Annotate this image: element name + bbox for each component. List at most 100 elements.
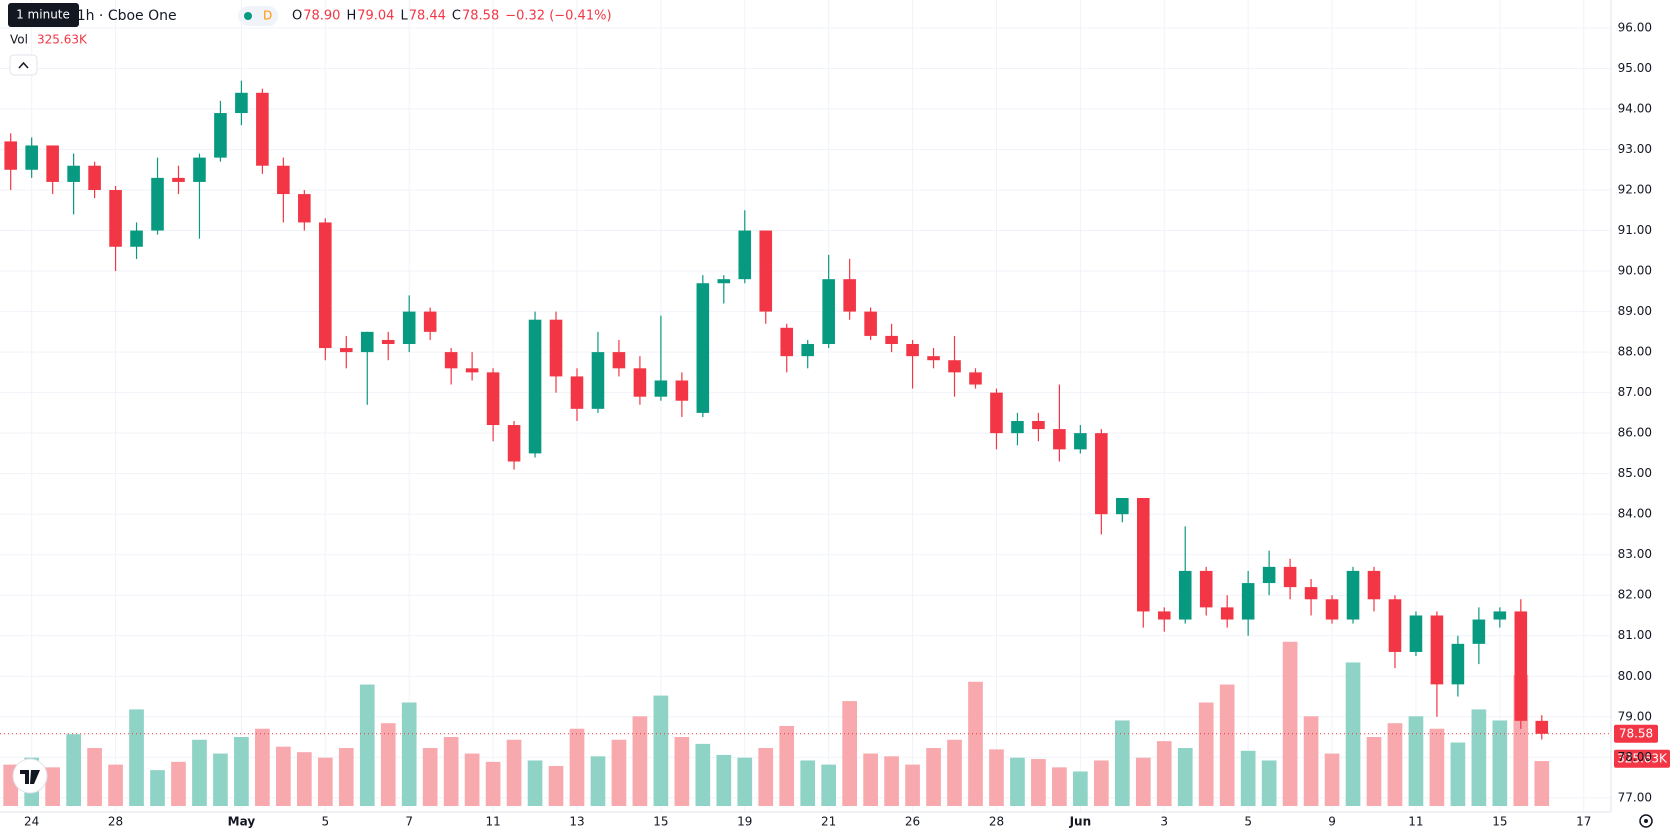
volume-bar (968, 681, 983, 806)
volume-bar (317, 757, 333, 806)
volume-bar (926, 748, 941, 806)
candle-body (1367, 570, 1381, 600)
x-tick-label: 11 (485, 815, 500, 829)
candle-body (864, 311, 877, 336)
logo[interactable] (12, 758, 48, 794)
tooltip (8, 3, 79, 27)
status-pill[interactable] (238, 6, 278, 26)
volume-bar (1010, 757, 1025, 806)
volume-bar (800, 760, 816, 806)
candle-body (633, 368, 647, 397)
delayed-badge: D (263, 9, 272, 23)
volume-bar (255, 728, 270, 806)
legend-key: C (452, 9, 461, 24)
y-tick-label: 96.00 (1618, 20, 1652, 34)
legend-value: 78.90 (303, 9, 340, 24)
volume-bar (674, 736, 690, 806)
volume-bar (401, 702, 417, 806)
candle-body (25, 145, 38, 170)
candle-body (1535, 720, 1549, 734)
candle-body (423, 311, 437, 332)
candle-body (88, 165, 101, 191)
candle-body (151, 177, 164, 231)
volume-bar (863, 753, 878, 806)
candle-body (339, 348, 353, 353)
volume-bar (695, 743, 711, 806)
y-tick-label: 93.00 (1618, 142, 1652, 156)
x-tick-label: 17 (1576, 815, 1591, 829)
volume-bar (758, 748, 774, 806)
x-tick-label: 19 (737, 815, 752, 829)
legend-value: 78.44 (409, 9, 446, 24)
volume-bar (192, 739, 207, 806)
volume-bar (380, 723, 396, 806)
volume-bar (716, 754, 732, 806)
volume-bar (527, 760, 543, 806)
candle-body (486, 372, 500, 426)
y-tick-label: 80.00 (1618, 669, 1652, 683)
volume-bar (1366, 736, 1382, 806)
candle-body (1514, 611, 1528, 721)
candle-body (696, 283, 710, 413)
volume-bar (653, 695, 669, 806)
volume-bar (1073, 771, 1088, 806)
tooltip-text: 1 minute (16, 8, 70, 22)
settings-button[interactable] (1639, 814, 1653, 828)
x-tick-label: 28 (989, 815, 1004, 829)
volume-bar (842, 701, 857, 806)
candle-body (906, 344, 919, 357)
candle-body (612, 352, 626, 369)
y-tick-label: 82.00 (1618, 588, 1652, 602)
collapse-button[interactable] (9, 54, 38, 76)
y-tick-label: 87.00 (1618, 385, 1652, 399)
x-tick-label: 13 (569, 815, 584, 829)
volume-bar (45, 767, 60, 806)
y-tick-label: 83.00 (1618, 547, 1652, 561)
candle-body (444, 352, 458, 369)
y-tick-label: 90.00 (1618, 264, 1652, 278)
candle-body (1074, 433, 1087, 450)
y-tick-label: 91.00 (1618, 223, 1652, 237)
x-tick-label: 21 (821, 815, 836, 829)
volume-bar (506, 739, 522, 806)
volume-bar (1156, 741, 1172, 806)
volume-bar (1114, 720, 1130, 806)
candle-body (948, 360, 961, 373)
x-tick-label: 26 (905, 815, 920, 829)
y-tick-label: 89.00 (1618, 304, 1652, 318)
candle-body (591, 352, 605, 409)
candle-body (1032, 420, 1045, 430)
candle-body (67, 165, 80, 182)
candle-body (172, 177, 185, 182)
market-open-dot (244, 12, 252, 20)
candle-body (969, 372, 982, 385)
volume-bar (66, 734, 81, 806)
candle-body (465, 368, 479, 373)
candle-body (298, 194, 311, 223)
volume-bar (1345, 662, 1361, 806)
candle-body (1241, 583, 1255, 620)
volume-bar (779, 725, 795, 806)
volume-value: 325.63K (37, 33, 88, 47)
settings-dot (1644, 819, 1648, 823)
volume-bar (213, 753, 228, 806)
candle-body (1199, 570, 1213, 608)
volume-bar (884, 756, 899, 806)
candle-body (1157, 611, 1171, 620)
volume-bar (548, 765, 564, 806)
volume-bar (1534, 761, 1550, 806)
candle-body (4, 141, 17, 170)
candle-body (1493, 611, 1507, 620)
volume-bar (464, 753, 480, 806)
volume-bar (737, 757, 753, 806)
legend-value: 79.04 (357, 9, 394, 24)
volume-bar (1408, 716, 1424, 806)
x-tick-label: 15 (653, 815, 668, 829)
volume-bar (1240, 750, 1256, 806)
x-tick-label: 24 (24, 815, 39, 829)
candle-body (1409, 615, 1423, 652)
volume-bar (1450, 742, 1466, 806)
volume-bar (1261, 760, 1277, 806)
candle-body (1053, 429, 1066, 450)
